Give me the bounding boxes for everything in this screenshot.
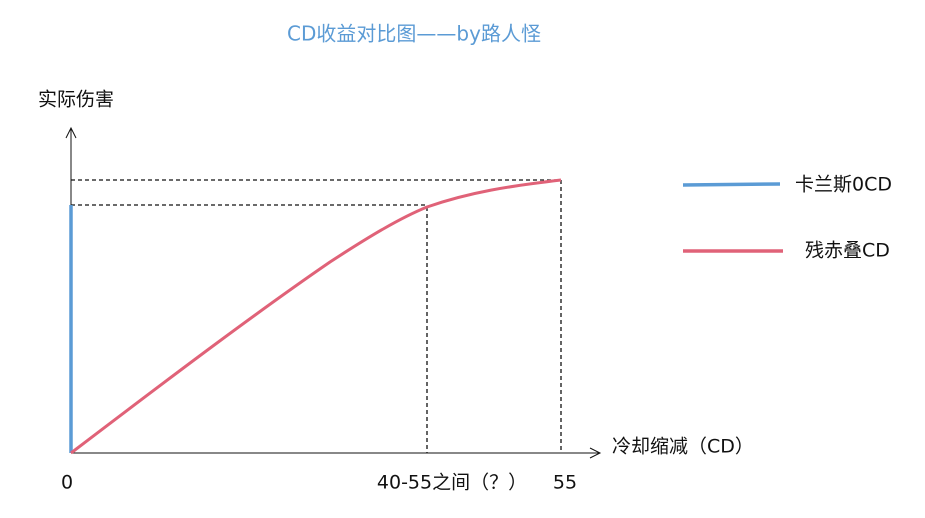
legend-label: 残赤叠CD xyxy=(805,240,890,262)
red-curve xyxy=(70,178,562,455)
legend-label: 卡兰斯0CD xyxy=(795,174,892,196)
x-label: 55 xyxy=(553,472,577,494)
y-arrow xyxy=(65,126,77,139)
y-axis-label: 实际伤害 xyxy=(38,89,114,111)
x-label: 40-55之间（？） xyxy=(377,472,527,494)
legend-swatch xyxy=(682,182,781,187)
x-axis-label: 冷却缩减（CD） xyxy=(612,436,754,458)
x-label: 0 xyxy=(61,472,73,494)
x-arrow xyxy=(589,447,602,459)
title: CD收益对比图——by路人怪 xyxy=(287,22,541,46)
guides xyxy=(71,179,562,453)
